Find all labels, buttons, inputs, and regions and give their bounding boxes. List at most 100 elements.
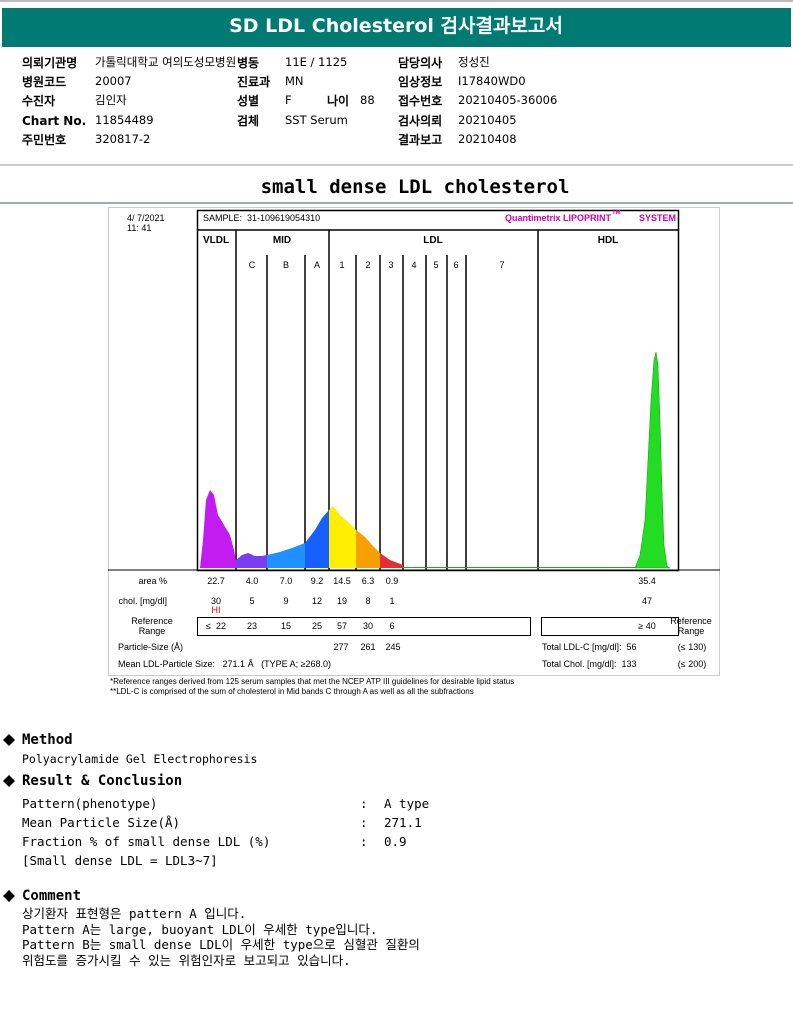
field-value: 20210408	[458, 132, 517, 146]
field-value: 20007	[95, 74, 132, 88]
band-label: 3	[388, 260, 394, 270]
report-title: SD LDL Cholesterol 검사결과보고서	[229, 15, 563, 37]
section-title: small dense LDL cholesterol	[260, 176, 570, 198]
result-value: 271.1	[384, 815, 422, 830]
table-value: 6	[389, 621, 395, 631]
table-value: ≤ 22	[206, 621, 226, 631]
field-value: F	[285, 93, 292, 107]
brand: TM	[612, 210, 621, 216]
comment-line: 위험도를 증가시킬 수 있는 위험인자로 보고되고 있습니다.	[22, 952, 351, 968]
band-group: LDL	[423, 235, 443, 246]
title-bar	[2, 8, 791, 47]
field-label: 검체	[237, 114, 260, 128]
field-value: 11E / 1125	[285, 55, 348, 69]
result-label: Fraction % of small dense LDL (%)	[22, 834, 271, 849]
limit: (≤ 130)	[677, 642, 707, 652]
band-label: 7	[499, 260, 505, 270]
profile-frame	[108, 207, 720, 676]
band-group: MID	[272, 235, 292, 246]
result-value: A type	[384, 796, 430, 811]
table-value: 245	[385, 642, 401, 652]
top-rule	[0, 0, 793, 2]
field-label: 검사의뢰	[398, 114, 443, 128]
table-value: 6.3	[361, 576, 375, 586]
comment-line: Pattern A는 large, buoyant LDL이 우세한 type입…	[22, 921, 378, 937]
row-label: area %	[138, 576, 167, 586]
separator: :	[360, 834, 368, 849]
table-value: 277	[333, 642, 349, 652]
field-value: 김인자	[95, 93, 127, 107]
row-label: Reference	[131, 616, 173, 626]
band-group: VLDL	[202, 235, 230, 246]
table-value: 15	[280, 621, 292, 631]
table-value: 30	[210, 596, 222, 606]
field-value: 가톨릭대학교 여의도성모병원	[95, 55, 237, 69]
band-label: 2	[365, 260, 371, 270]
footnote: *Reference ranges derived from 125 serum…	[110, 677, 515, 686]
print-date: 4/ 7/2021	[127, 213, 165, 223]
field-label: 접수번호	[398, 94, 443, 108]
mean-size: Mean LDL-Particle Size: 271.1 Å (TYPE A;…	[118, 659, 332, 669]
row-label: Range	[677, 626, 705, 636]
field-label: 임상정보	[398, 75, 443, 89]
result-label: Mean Particle Size(Å)	[22, 815, 181, 830]
comment-line: Pattern B는 small dense LDL이 우세한 type으로 심…	[22, 937, 420, 952]
bullet	[3, 734, 15, 902]
profile-curve	[200, 351, 671, 569]
method-text: Polyacrylamide Gel Electrophoresis	[22, 752, 258, 766]
band-label: 1	[339, 260, 345, 270]
field-label: 담당의사	[398, 56, 443, 70]
table-value: 0.9	[385, 576, 399, 586]
table-value: 57	[336, 621, 348, 631]
table-value: 8	[365, 596, 371, 606]
field-label: 병원코드	[22, 75, 67, 89]
table-value: 261	[360, 642, 376, 652]
result-note: [Small dense LDL = LDL3~7]	[22, 853, 218, 868]
field-label: 의뢰기관명	[22, 56, 78, 70]
separator: :	[360, 796, 368, 811]
table-value: 1	[389, 596, 395, 606]
field-label: Chart No.	[22, 114, 87, 128]
table-value: 9.2	[310, 576, 324, 586]
field-value: 11854489	[95, 113, 154, 127]
field-value: 320817-2	[95, 132, 151, 146]
field-label: 결과보고	[398, 133, 443, 147]
table-value: 12	[311, 596, 323, 606]
row-label: chol. [mg/dl]	[118, 596, 167, 606]
separator: :	[360, 815, 368, 830]
field-value: MN	[285, 74, 304, 88]
field-value: SST Serum	[285, 113, 348, 127]
row-label: Reference	[670, 616, 712, 626]
brand: SYSTEM	[638, 213, 676, 223]
total-ldl: Total LDL-C [mg/dl]: 56	[542, 642, 637, 652]
hdl-value: ≥ 40	[638, 621, 656, 631]
band-label: 4	[411, 260, 417, 270]
table-value: 30	[362, 621, 374, 631]
table-value: 22.7	[207, 576, 225, 586]
band-label: C	[248, 260, 256, 270]
hdl-value: 35.4	[638, 576, 656, 586]
table-value: 25	[311, 621, 323, 631]
field-label: 수진자	[22, 94, 56, 108]
field-label: 나이	[327, 94, 350, 108]
sample-id: SAMPLE: 31-109619054310	[203, 213, 321, 223]
table-value: 5	[249, 596, 255, 606]
band-label: 6	[453, 260, 459, 270]
field-label: 병동	[237, 56, 260, 70]
field-label: 성별	[237, 94, 260, 108]
row-label: Particle-Size (Å)	[118, 642, 184, 652]
row-label: Range	[138, 626, 166, 636]
section-heading: Result & Conclusion	[22, 773, 183, 789]
table-value: 9	[283, 596, 289, 606]
hdl-value: 47	[641, 596, 653, 606]
table-value: 14.5	[333, 576, 351, 586]
band-label: 5	[433, 260, 439, 270]
band-group: HDL	[597, 235, 619, 246]
band-label: A	[313, 260, 321, 270]
total-chol: Total Chol. [mg/dl]: 133	[542, 659, 637, 669]
result-label: Pattern(phenotype)	[22, 796, 158, 811]
table-value: 19	[336, 596, 348, 606]
field-value: 20210405	[458, 113, 517, 127]
